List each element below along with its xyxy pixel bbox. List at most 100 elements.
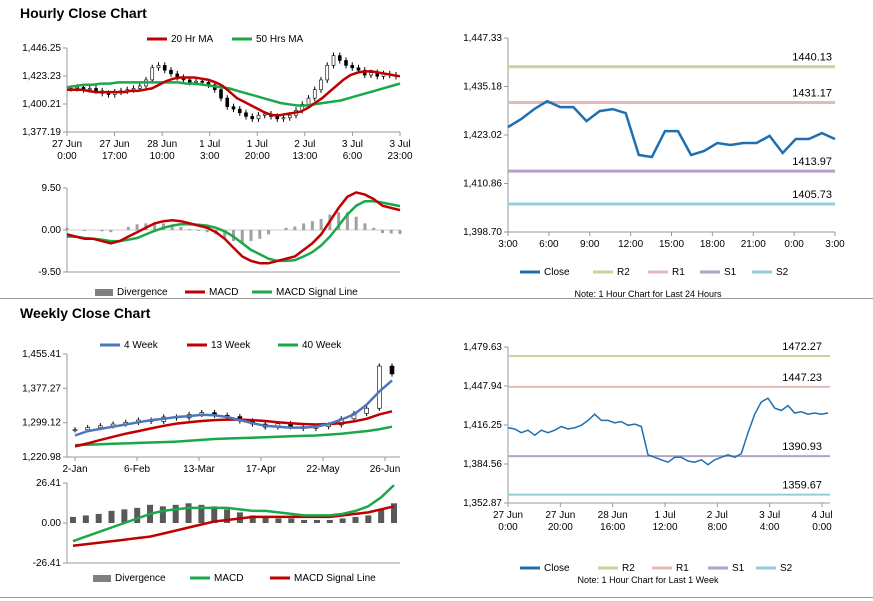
hourly-price-y-tick-label: 1,400.21 <box>22 99 61 110</box>
weekly-divergence-bar <box>352 516 359 523</box>
hourly24-level-label-s2: 1405.73 <box>792 189 832 201</box>
weekly-candle-body <box>72 429 78 432</box>
hourly-candle-body <box>219 89 223 99</box>
hourly-candle-body <box>131 88 136 90</box>
weekly-divergence-bar <box>159 506 166 523</box>
hourly-ma50-line <box>66 81 401 107</box>
hourly-macd-y-tick-label: 0.00 <box>42 225 62 236</box>
weekly-close-legend-s2-label: S2 <box>780 563 793 574</box>
weekly-close-x-tick-label: 4 Jul 0:00 <box>811 510 832 533</box>
hourly-divergence-bar <box>363 223 367 230</box>
weekly-close-x-tick-label: 27 Jun 0:00 <box>493 510 523 533</box>
hourly-ma20-line <box>67 70 401 117</box>
weekly-close-x-tick-label: 2 Jul 8:00 <box>707 510 728 533</box>
hourly-divergence-bar <box>196 230 200 231</box>
weekly-legend-divergence-label: Divergence <box>115 573 166 584</box>
hourly-price-y-tick-label: 1,446.25 <box>22 43 61 54</box>
weekly-legend-4w-label: 4 Week <box>124 340 159 351</box>
hourly24-x-tick-label: 18:00 <box>700 239 725 250</box>
weekly-close-legend-r2-label: R2 <box>622 563 635 574</box>
hourly-divergence-bar <box>258 230 262 239</box>
hourly24-close-line <box>507 99 836 159</box>
hourly-candle-body <box>312 89 317 99</box>
hourly-divergence-bar <box>319 218 323 230</box>
weekly-candle-body <box>377 365 382 409</box>
weekly-close-y-tick-label: 1,479.63 <box>463 342 502 353</box>
hourly24-y-tick-label: 1,435.18 <box>463 82 502 93</box>
hourly-price-x-tick-label: 27 Jun 0:00 <box>52 139 82 162</box>
hourly-candle-body <box>356 67 361 71</box>
hourly24-x-tick-label: 0:00 <box>784 239 804 250</box>
hourly-divergence-bar <box>205 230 209 233</box>
hourly-divergence-bar <box>310 221 314 230</box>
hourly-candle-body <box>194 80 198 83</box>
hourly-divergence-bar <box>284 227 288 230</box>
weekly-close-x-tick-label: 1 Jul 12:00 <box>652 510 677 533</box>
weekly-divergence-bar <box>378 509 385 523</box>
hourly-divergence-bar <box>302 223 306 230</box>
hourly24-y-tick-label: 1,423.02 <box>463 130 502 141</box>
hourly24-level-label-s1: 1413.97 <box>792 156 832 168</box>
hourly24-x-tick-label: 12:00 <box>618 239 643 250</box>
hourly-divergence-bar <box>109 230 113 233</box>
hourly-candle-body <box>350 65 355 69</box>
hourly-divergence-bar <box>100 230 104 232</box>
hourly-candle-body <box>231 106 236 110</box>
hourly-divergence-bar <box>240 230 244 244</box>
section-divider <box>0 298 873 299</box>
hourly-price-y-tick-label: 1,377.19 <box>22 127 61 138</box>
weekly-close-level-label-r2: 1472.27 <box>782 341 822 353</box>
weekly-close-y-tick-label: 1,352.87 <box>463 498 502 509</box>
hourly-divergence-bar <box>188 229 192 230</box>
weekly-legend-divergence-swatch <box>93 575 111 582</box>
hourly-candle-body <box>281 117 286 120</box>
hourly-divergence-bar <box>153 222 157 230</box>
weekly-macd-y-tick-label: 26.41 <box>36 478 61 489</box>
hourly-macd-y-tick-label: 9.50 <box>42 183 62 194</box>
weekly-divergence-bar <box>172 504 179 523</box>
weekly-close-y-tick-label: 1,384.56 <box>463 459 502 470</box>
hourly-macd-line <box>66 191 401 265</box>
weekly-divergence-bar <box>121 509 128 523</box>
hourly-candle-body <box>156 65 161 69</box>
weekly-ma40-line <box>74 425 393 447</box>
weekly-price-x-tick-label: 13-Mar <box>183 464 215 475</box>
hourly-candle-body <box>331 55 336 66</box>
hourly-divergence-bar <box>83 230 87 231</box>
hourly24-y-tick-label: 1,398.70 <box>463 227 502 238</box>
hourly-divergence-bar <box>372 227 376 230</box>
hourly-candle-body <box>237 108 242 114</box>
hourly24-legend-close-label: Close <box>544 267 570 278</box>
weekly-price-y-tick-label: 1,299.12 <box>22 418 61 429</box>
hourly-legend-divergence-label: Divergence <box>117 287 168 298</box>
hourly-candle-body <box>275 116 280 120</box>
hourly-macd-y-tick-label: -9.50 <box>38 267 61 278</box>
weekly-divergence-bar <box>288 518 295 523</box>
hourly-candle-body <box>169 69 173 75</box>
weekly-divergence-bar <box>95 513 102 523</box>
hourly-legend-signal-label: MACD Signal Line <box>276 287 358 298</box>
weekly-legend-macd-label: MACD <box>214 573 243 584</box>
weekly-price-x-tick-label: 17-Apr <box>246 464 277 475</box>
hourly-candle-body <box>187 79 192 83</box>
hourly-legend-divergence-swatch <box>95 289 113 296</box>
weekly-close-line <box>507 397 829 466</box>
weekly-price-y-tick-label: 1,220.98 <box>22 452 61 463</box>
hourly-divergence-bar <box>345 212 349 230</box>
weekly-close-level-label-s1: 1390.93 <box>782 441 822 453</box>
hourly24-legend-s2-label: S2 <box>776 267 789 278</box>
hourly-divergence-bar <box>389 230 393 234</box>
weekly-ma4-line <box>74 379 393 437</box>
weekly-divergence-bar <box>275 518 282 523</box>
hourly-divergence-bar <box>354 216 358 230</box>
weekly-price-y-tick-label: 1,377.27 <box>22 383 61 394</box>
weekly-close-legend-s1-label: S1 <box>732 563 745 574</box>
weekly-chart-title: Weekly Close Chart <box>20 305 151 321</box>
hourly-candle-body <box>200 80 205 83</box>
hourly-price-x-tick-label: 1 Jul 20:00 <box>245 139 270 162</box>
hourly24-x-tick-label: 6:00 <box>539 239 559 250</box>
weekly-close-level-label-s2: 1359.67 <box>782 480 822 492</box>
hourly24-x-tick-label: 15:00 <box>659 239 684 250</box>
weekly-divergence-bar <box>326 519 333 523</box>
